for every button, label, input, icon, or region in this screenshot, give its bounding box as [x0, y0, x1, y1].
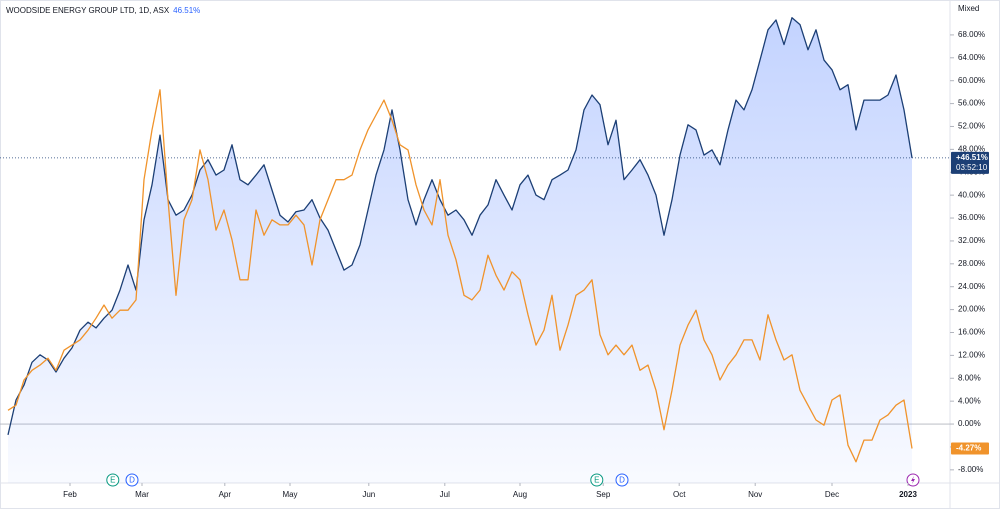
event-circle — [125, 473, 139, 487]
y-tick-label: -8.00% — [958, 465, 983, 474]
y-tick-label: 20.00% — [958, 305, 985, 314]
y-tick-label: 64.00% — [958, 53, 985, 62]
y-tick-label: 36.00% — [958, 213, 985, 222]
x-tick-label: Nov — [748, 490, 762, 499]
last-value-badge — [951, 151, 989, 174]
area — [8, 17, 912, 483]
event-label: D — [129, 476, 135, 485]
title-value: 46.51% — [173, 6, 200, 15]
event-marker: E — [106, 473, 120, 487]
y-tick-label: 68.00% — [958, 30, 985, 39]
x-tick-label: Jun — [362, 490, 375, 499]
event-label: E — [594, 476, 599, 485]
event-circle — [590, 473, 604, 487]
scale-mode: Mixed — [958, 4, 979, 13]
x-tick-label: Oct — [673, 490, 686, 499]
last-value-badge — [951, 442, 989, 455]
y-tick-label: 56.00% — [958, 99, 985, 108]
event-marker: D — [125, 473, 139, 487]
y-tick-label: 0.00% — [958, 419, 981, 428]
x-tick-label: Sep — [596, 490, 611, 499]
y-tick-label: 60.00% — [958, 76, 985, 85]
lightning-event — [906, 473, 920, 487]
countdown: 03:52:10 — [956, 163, 988, 172]
event-label: E — [110, 476, 115, 485]
y-tick-label: 8.00% — [958, 373, 981, 382]
y-tick-label: 28.00% — [958, 259, 985, 268]
x-tick-label: May — [282, 490, 297, 499]
x-tick-label: 2023 — [899, 490, 917, 499]
chart-title: WOODSIDE ENERGY GROUP LTD, 1D, ASX — [6, 6, 170, 15]
last-value-label: -4.27% — [956, 444, 981, 453]
x-tick-label: Apr — [219, 490, 232, 499]
x-tick-label: Feb — [63, 490, 77, 499]
series-line — [7, 89, 913, 463]
y-tick-label: 16.00% — [958, 328, 985, 337]
last-value-label: +46.51% — [956, 153, 988, 162]
event-marker: D — [615, 473, 629, 487]
x-tick-label: Jul — [440, 490, 450, 499]
event-circle — [106, 473, 120, 487]
x-tick-label: Dec — [825, 490, 839, 499]
x-tick-label: Aug — [513, 490, 527, 499]
x-tick-label: Mar — [135, 490, 149, 499]
y-tick-label: 32.00% — [958, 236, 985, 245]
y-tick-label: 48.00% — [958, 144, 985, 153]
y-tick-label: 52.00% — [958, 122, 985, 131]
y-tick-label: 12.00% — [958, 350, 985, 359]
series-line — [7, 17, 913, 436]
y-tick-label: 24.00% — [958, 282, 985, 291]
event-marker: E — [590, 473, 604, 487]
y-tick-label: 40.00% — [958, 190, 985, 199]
event-label: D — [619, 476, 625, 485]
event-circle — [615, 473, 629, 487]
y-tick-label: 4.00% — [958, 396, 981, 405]
